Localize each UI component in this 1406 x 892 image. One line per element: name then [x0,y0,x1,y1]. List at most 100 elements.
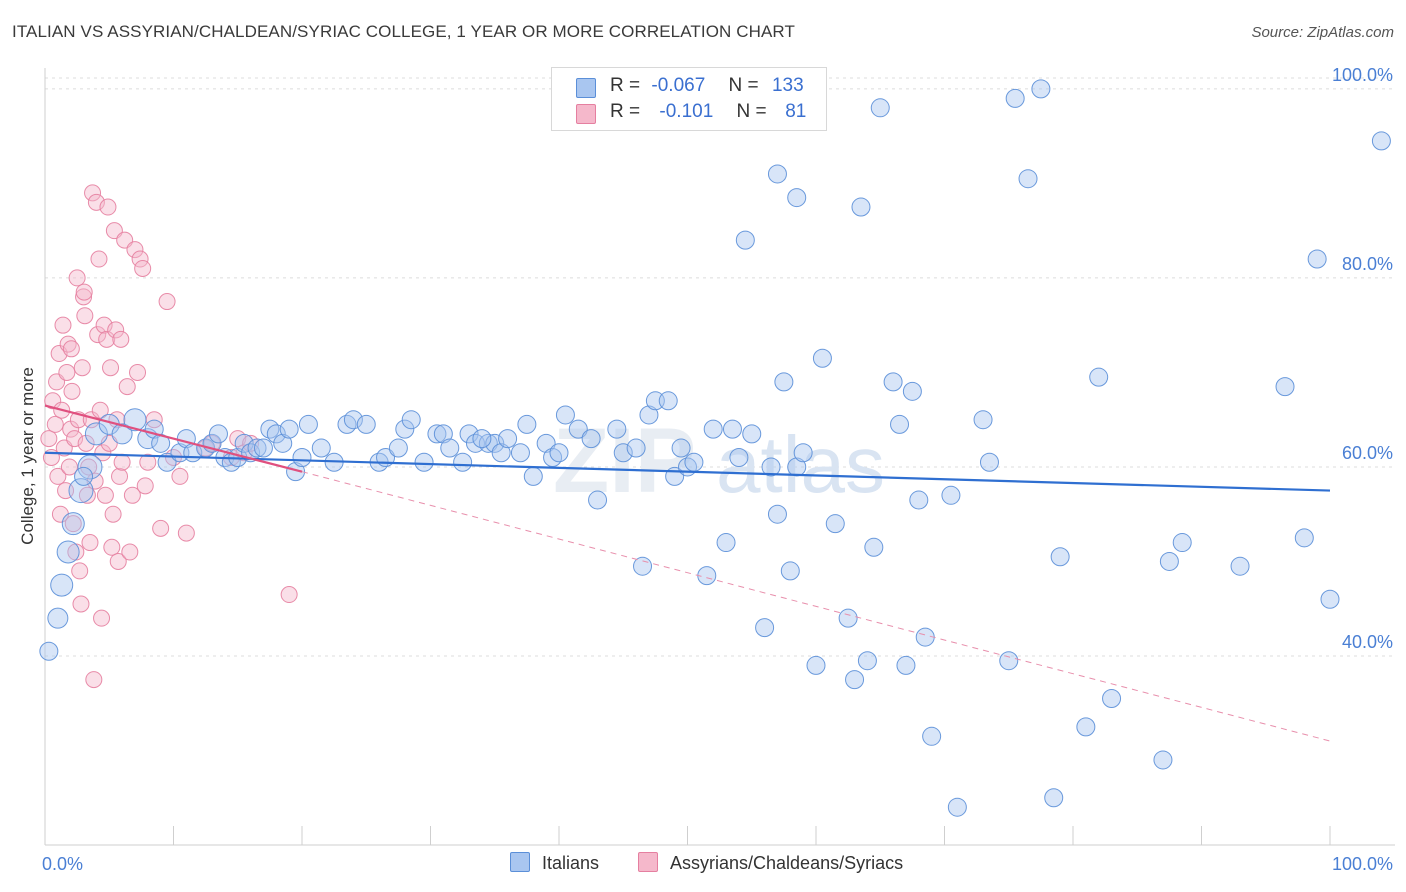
data-point [39,641,59,661]
legend-r-value: -0.101 [659,101,714,122]
data-point [812,348,832,368]
data-point [104,505,122,523]
data-point [118,378,136,396]
source-label: Source: ZipAtlas.com [1251,24,1394,41]
data-point [76,307,94,325]
data-point [61,512,85,536]
data-point [113,453,131,471]
data-points [39,79,1391,817]
data-point [1172,533,1192,553]
data-point [247,438,267,458]
data-point [46,415,64,433]
data-point [510,443,530,463]
trend-line-assyrians [44,404,303,473]
data-point [1044,788,1064,808]
data-point [89,326,107,344]
data-point [459,424,479,444]
data-point [123,408,147,432]
data-point [266,424,286,444]
legend-swatch-assyrians [576,104,596,124]
data-point [1076,717,1096,737]
x-tick-label-min: 0.0% [42,854,83,874]
legend-r-label: R = [610,75,641,96]
data-point [157,452,177,472]
data-point [658,391,678,411]
bottom-legend-swatch-italians [510,852,530,872]
legend-r-value: -0.067 [651,75,706,96]
data-point [536,433,556,453]
data-point [68,269,86,287]
series-assyrians [40,184,298,689]
data-point [280,586,298,604]
data-point [1018,169,1038,189]
data-point [414,452,434,472]
data-point [941,485,961,505]
data-point [90,250,108,268]
data-point [63,382,81,400]
grid-lines [45,77,1395,657]
data-point [947,797,967,817]
data-point [109,552,127,570]
data-point [517,414,537,434]
data-point [98,330,116,348]
data-point [922,726,942,746]
y-tick-label: 80.0% [1342,254,1393,274]
data-point [234,433,254,453]
data-point [298,414,318,434]
data-point [47,607,69,629]
data-point [58,363,76,381]
data-point [1294,528,1314,548]
data-point [75,288,93,306]
data-point [555,405,575,425]
data-point [40,430,58,448]
legend-n-value: 133 [771,75,804,96]
data-point [152,519,170,537]
data-point [825,514,845,534]
data-point [80,458,98,476]
legend-n-label: N = [736,101,767,122]
data-point [1153,750,1173,770]
data-point [440,438,460,458]
bottom-legend-label: Italians [542,853,600,873]
data-point [286,462,306,482]
data-point [103,538,121,556]
data-point [59,335,77,353]
data-point [94,444,112,462]
data-point [890,414,910,434]
trend-lines [44,404,1331,742]
data-point [1050,547,1070,567]
data-point [433,424,453,444]
data-point [111,467,129,485]
data-point [588,490,608,510]
data-point [671,438,691,458]
data-point [472,429,492,449]
data-point [1371,131,1391,151]
data-point [111,423,133,445]
chart-title: ITALIAN VS ASSYRIAN/CHALDEAN/SYRIAC COLL… [12,22,795,41]
y-tick-label: 100.0% [1332,65,1393,85]
data-point [1089,367,1109,387]
data-point [292,448,312,467]
data-point [401,410,421,430]
watermark-text-zip: ZIP [553,410,696,512]
data-point [491,443,511,463]
data-point [311,438,331,458]
data-point [902,381,922,401]
data-point [498,429,518,449]
data-point [1005,88,1025,108]
data-point [780,561,800,581]
legend-n-label: N = [728,75,759,96]
data-point [91,401,109,419]
data-point [60,458,78,476]
data-point [136,477,154,495]
data-point [633,556,653,576]
data-point [93,609,111,627]
data-point [626,438,646,458]
data-point [81,534,99,552]
data-point [735,230,755,250]
data-point [177,524,195,542]
data-point [388,438,408,458]
data-point [56,540,80,564]
data-point [96,486,114,504]
data-point [767,504,787,524]
